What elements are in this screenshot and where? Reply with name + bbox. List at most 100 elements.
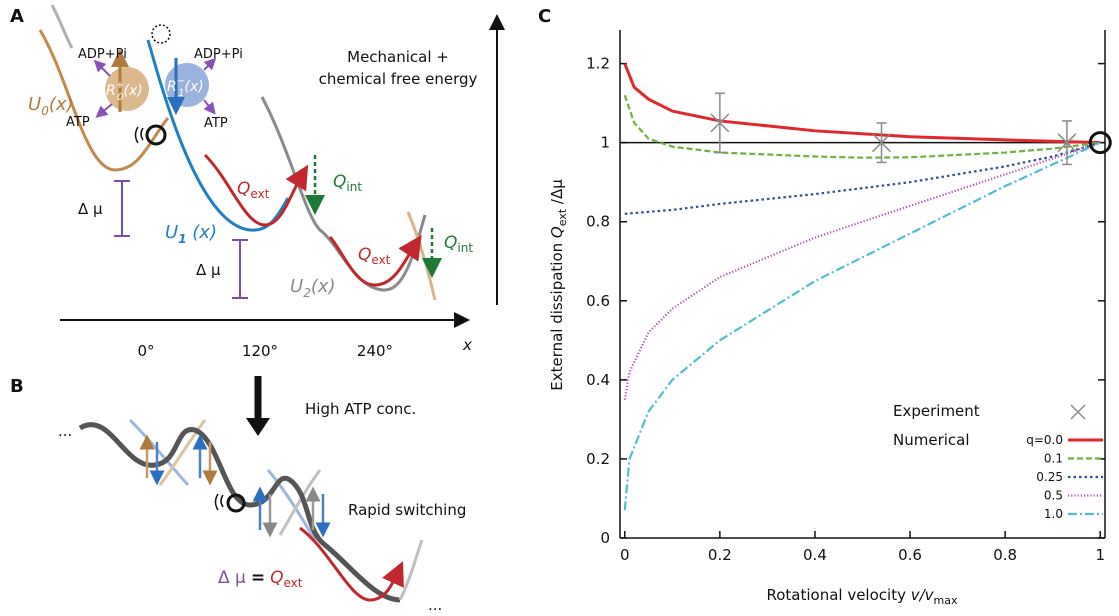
- legend-label: Numerical: [893, 431, 970, 449]
- chemical-label: ADP+Pi: [78, 47, 127, 62]
- cross-marker: [1057, 133, 1077, 153]
- potential-sub: 1: [178, 232, 186, 246]
- heat-symbol: Q: [358, 245, 371, 265]
- potential-u1: [146, 39, 290, 232]
- rate-sup: −: [177, 76, 185, 87]
- dissipation-path: [299, 526, 404, 602]
- rate-symbol: R: [167, 79, 177, 95]
- potential-label: U0(x): [28, 94, 74, 118]
- delta-mu-bracket: [114, 180, 130, 237]
- heat-sub: int: [457, 241, 473, 255]
- x-axis-label: Rotational velocity v/vmax: [766, 586, 958, 607]
- rate-sub: 1: [178, 88, 184, 99]
- y-tick-label: 1.2: [586, 55, 610, 73]
- potential-curve: [406, 211, 437, 301]
- experiment-point: [1057, 133, 1077, 153]
- chemical-label: ATP: [66, 115, 90, 130]
- panel-letter: C: [538, 6, 551, 27]
- potential-curve: [128, 418, 190, 487]
- ellipsis: ...: [58, 422, 72, 440]
- potential-symbol: U: [28, 94, 41, 115]
- x-axis-label: x: [462, 336, 472, 354]
- heat-symbol: Q: [444, 233, 457, 253]
- heat-label: Qint: [333, 172, 362, 194]
- relation-label: Δ μ = Qext: [218, 568, 303, 590]
- potential-curve: [278, 469, 322, 536]
- series-line: [624, 141, 1101, 215]
- rate-sub: 0: [117, 92, 123, 103]
- y-label-sub: ext: [556, 208, 569, 226]
- dissipation-path: [203, 153, 309, 227]
- delta-mu-label: Δ μ: [78, 200, 103, 218]
- y-label-text: External dissipation: [548, 238, 566, 391]
- potential-arg: (x): [187, 222, 217, 243]
- delta-mu-label: Δ μ: [196, 261, 221, 279]
- x-tick-label: 0.8: [993, 546, 1017, 564]
- x-tick-label: 0.2: [708, 546, 732, 564]
- x-label-sub: max: [934, 594, 958, 607]
- motion-lines: [214, 493, 224, 511]
- potential-symbol: U: [290, 276, 303, 297]
- legend-entry: q=0.0: [1026, 433, 1063, 447]
- transition-arrowhead: [246, 418, 270, 436]
- y-tick-label: 1: [600, 134, 610, 152]
- heat-sub: ext: [371, 253, 390, 267]
- cross-marker: [710, 113, 730, 133]
- energy-axis-label: chemical free energy: [319, 70, 478, 88]
- x-label-symbol: v/v: [911, 586, 935, 604]
- chemical-arrow: [203, 57, 217, 71]
- y-tick-label: 0.8: [586, 213, 610, 231]
- ellipsis: ...: [428, 596, 442, 614]
- potential-label: U2(x): [290, 276, 336, 300]
- heat-symbol: Q: [237, 179, 250, 199]
- heat-sub: ext: [250, 187, 269, 201]
- y-tick-label: 0.4: [586, 371, 610, 389]
- potential-arg: (x): [49, 94, 74, 115]
- highlight-circle: [1088, 131, 1112, 155]
- heat-label: Qint: [444, 233, 473, 255]
- series-line: [623, 94, 1101, 159]
- potential-curve: [398, 539, 424, 601]
- rate-arg: (x): [185, 79, 204, 95]
- x-tick-label: 1: [1095, 546, 1105, 564]
- angle-label: 120°: [242, 342, 278, 360]
- legend-entry: 0.1: [1044, 452, 1063, 466]
- chemical-arrow: [93, 59, 111, 77]
- relation-rhs: Q: [270, 568, 283, 588]
- rate-label: R− 1(x): [167, 76, 204, 99]
- panel-letter: B: [10, 376, 24, 397]
- energy-axis-label: Mechanical +: [347, 48, 449, 66]
- condition-label: High ATP conc.: [305, 400, 416, 418]
- legend-label: Experiment: [893, 402, 980, 420]
- chemical-arrow: [203, 99, 216, 115]
- rotor-position: [145, 124, 167, 146]
- rate-symbol: R: [106, 83, 116, 99]
- switching-label: Rapid switching: [348, 501, 466, 519]
- angle-label: 0°: [137, 342, 154, 360]
- panel-letter: A: [10, 6, 24, 27]
- x-label-text: Rotational velocity: [766, 586, 910, 604]
- rate-label: R+ 0(x): [106, 80, 143, 103]
- y-tick-label: 0.6: [586, 292, 610, 310]
- heat-sub: int: [346, 180, 362, 194]
- legend-marker: [1070, 404, 1086, 420]
- legend-entry: 1.0: [1044, 507, 1063, 521]
- potential-sub: 0: [41, 104, 49, 118]
- chemical-arrow: [95, 103, 113, 118]
- chemical-label: ADP+Pi: [194, 47, 243, 62]
- rotor-position: [151, 24, 171, 44]
- heat-label: Qext: [237, 179, 270, 201]
- panel-b: B High ATP conc. Rapid switching ... ...…: [10, 376, 466, 614]
- effective-potential: [78, 422, 401, 603]
- chemical-label: ATP: [204, 116, 228, 131]
- relation-lhs: Δ μ: [218, 568, 246, 588]
- heat-label: Qext: [358, 245, 391, 267]
- experiment-point: [871, 133, 892, 153]
- y-label-symbol: Q: [548, 226, 566, 238]
- cross-marker: [871, 133, 892, 153]
- x-tick-label: 0.4: [803, 546, 827, 564]
- potential-symbol: U: [165, 222, 178, 243]
- panel-a: A Mechanical + chemical free energy 0° 1…: [10, 4, 505, 360]
- series-line: [623, 63, 1101, 145]
